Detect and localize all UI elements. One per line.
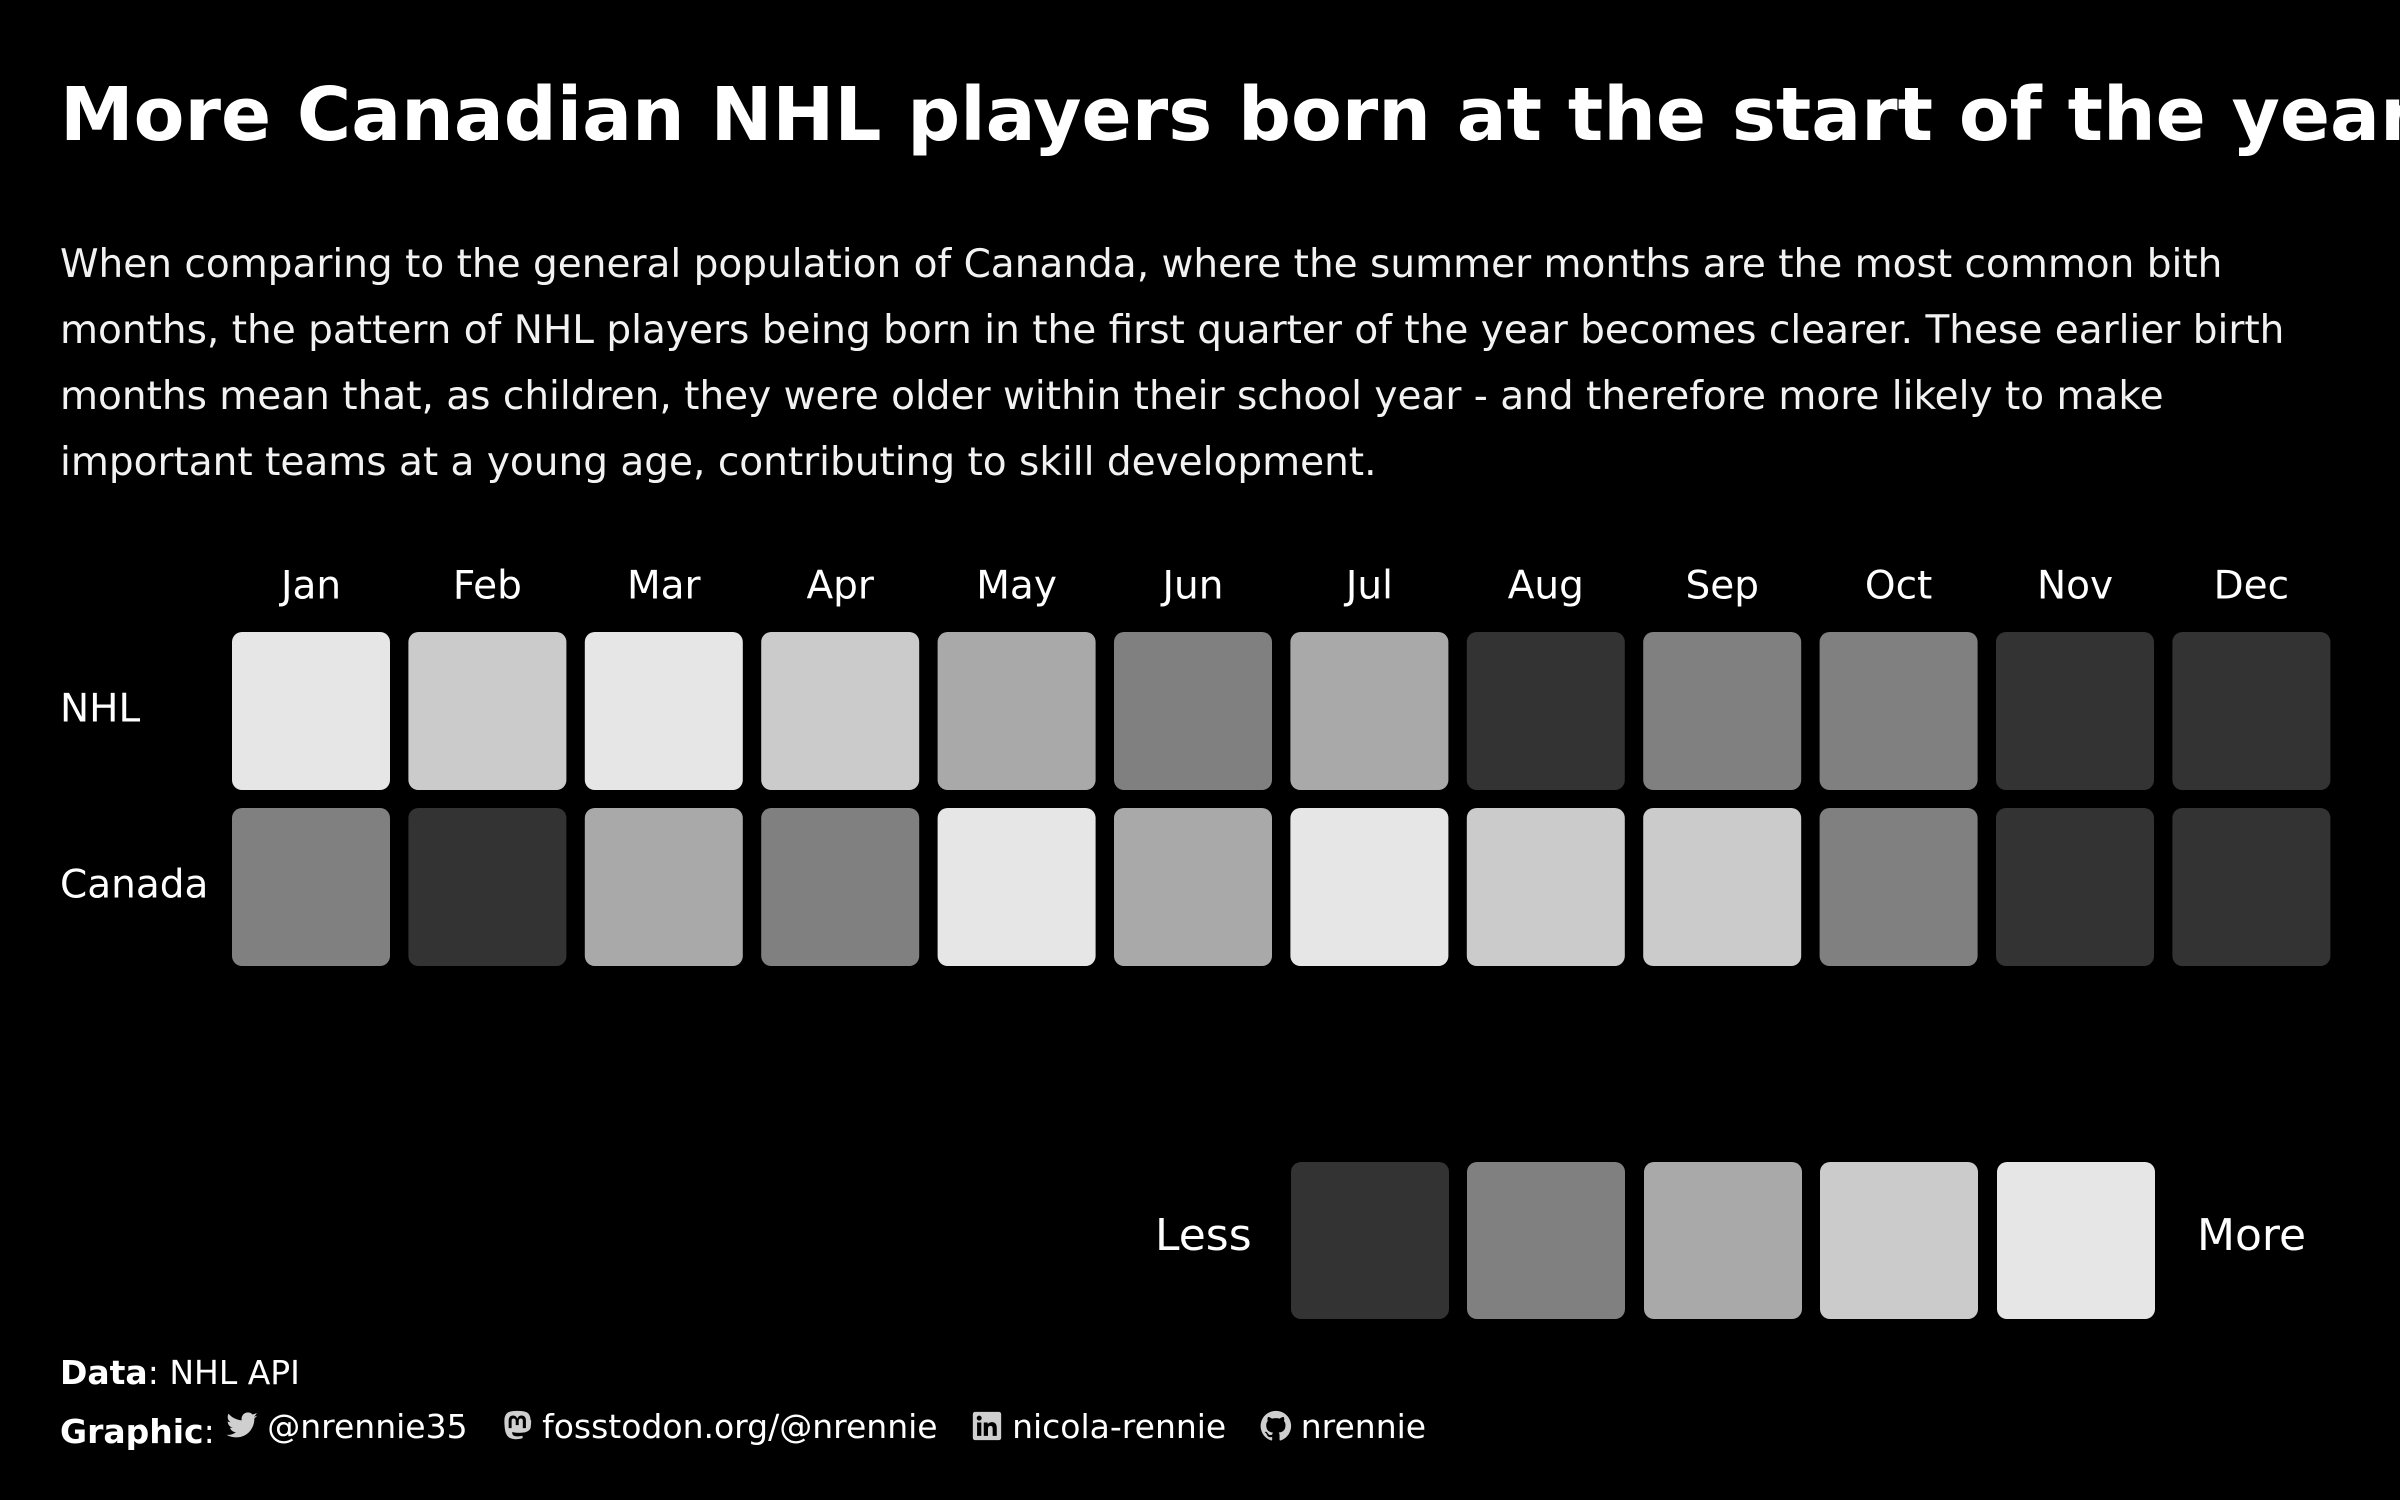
legend-swatch-1 <box>1291 1162 1449 1319</box>
legend-swatch-3 <box>1643 1162 1802 1319</box>
month-label-dec: Dec <box>2214 564 2289 609</box>
chart-subtitle: When comparing to the general population… <box>60 242 2285 485</box>
github-icon <box>1260 1410 1291 1441</box>
data-source-caption: Data: NHL API <box>60 1356 300 1389</box>
cell-canada-jan <box>232 808 390 966</box>
month-label-jun: Jun <box>1160 564 1224 609</box>
month-label-apr: Apr <box>806 564 874 609</box>
cell-canada-jun <box>1114 808 1272 966</box>
graphic-credit-label: Graphic <box>60 1412 204 1451</box>
twitter-icon <box>226 1412 258 1438</box>
heatmap: Jan Feb Mar Apr May Jun Jul Aug Sep Oct Nov Dec NHL C… <box>60 564 2331 966</box>
cell-canada-dec <box>2172 808 2331 966</box>
cell-nhl-mar <box>584 632 743 790</box>
legend-less-label: Less <box>1155 1210 1252 1261</box>
cell-canada-feb <box>408 808 567 966</box>
cell-nhl-apr <box>761 632 920 790</box>
cell-canada-apr <box>761 808 920 966</box>
month-label-may: May <box>976 564 1057 609</box>
cell-nhl-dec <box>2172 632 2331 790</box>
legend-swatch-4 <box>1820 1162 1979 1319</box>
row-label-nhl: NHL <box>60 687 141 732</box>
month-label-jan: Jan <box>278 564 341 609</box>
cell-canada-may <box>937 808 1096 966</box>
legend-swatch-2 <box>1467 1162 1626 1319</box>
legend-swatch-5 <box>1996 1162 2155 1319</box>
cell-canada-jul <box>1290 808 1449 966</box>
cell-canada-aug <box>1466 808 1625 966</box>
cell-canada-sep <box>1643 808 1802 966</box>
month-label-feb: Feb <box>453 564 522 609</box>
cell-nhl-aug <box>1466 632 1625 790</box>
cell-nhl-jul <box>1290 632 1449 790</box>
graphic-credit-caption: Graphic: @nrennie35 fosstodon.org/@nrenn… <box>60 1406 1448 1451</box>
cell-nhl-jan <box>232 632 390 790</box>
month-label-oct: Oct <box>1865 564 1932 609</box>
cell-canada-mar <box>584 808 743 966</box>
cell-nhl-sep <box>1643 632 1802 790</box>
twitter-link[interactable]: @nrennie35 <box>225 1406 468 1446</box>
graphic-credit-sep: : <box>203 1412 215 1451</box>
month-label-sep: Sep <box>1685 564 1759 609</box>
mastodon-handle: fosstodon.org/@nrennie <box>542 1406 938 1446</box>
cell-canada-oct <box>1819 808 1978 966</box>
linkedin-link[interactable]: nicola-rennie <box>970 1409 1226 1443</box>
data-source-value: : NHL API <box>147 1353 300 1392</box>
month-label-mar: Mar <box>627 564 702 609</box>
mastodon-icon <box>504 1410 532 1440</box>
cell-nhl-jun <box>1114 632 1272 790</box>
cell-nhl-feb <box>408 632 567 790</box>
linkedin-icon <box>972 1411 1002 1441</box>
twitter-handle: @nrennie35 <box>267 1406 468 1446</box>
chart-title: More Canadian NHL players born at the st… <box>60 72 2400 158</box>
legend-more-label: More <box>2197 1210 2307 1261</box>
cell-canada-nov <box>1996 808 2154 966</box>
cell-nhl-may <box>937 632 1096 790</box>
data-source-label: Data <box>60 1353 148 1392</box>
linkedin-handle: nicola-rennie <box>1012 1406 1227 1446</box>
row-label-canada: Canada <box>60 863 208 908</box>
github-link[interactable]: nrennie <box>1259 1409 1426 1443</box>
mastodon-link[interactable]: fosstodon.org/@nrennie <box>500 1406 938 1446</box>
month-label-jul: Jul <box>1343 564 1393 609</box>
month-label-aug: Aug <box>1508 564 1584 609</box>
cell-nhl-oct <box>1819 632 1978 790</box>
github-handle: nrennie <box>1300 1406 1427 1446</box>
cell-nhl-nov <box>1996 632 2154 790</box>
month-label-nov: Nov <box>2037 564 2113 609</box>
